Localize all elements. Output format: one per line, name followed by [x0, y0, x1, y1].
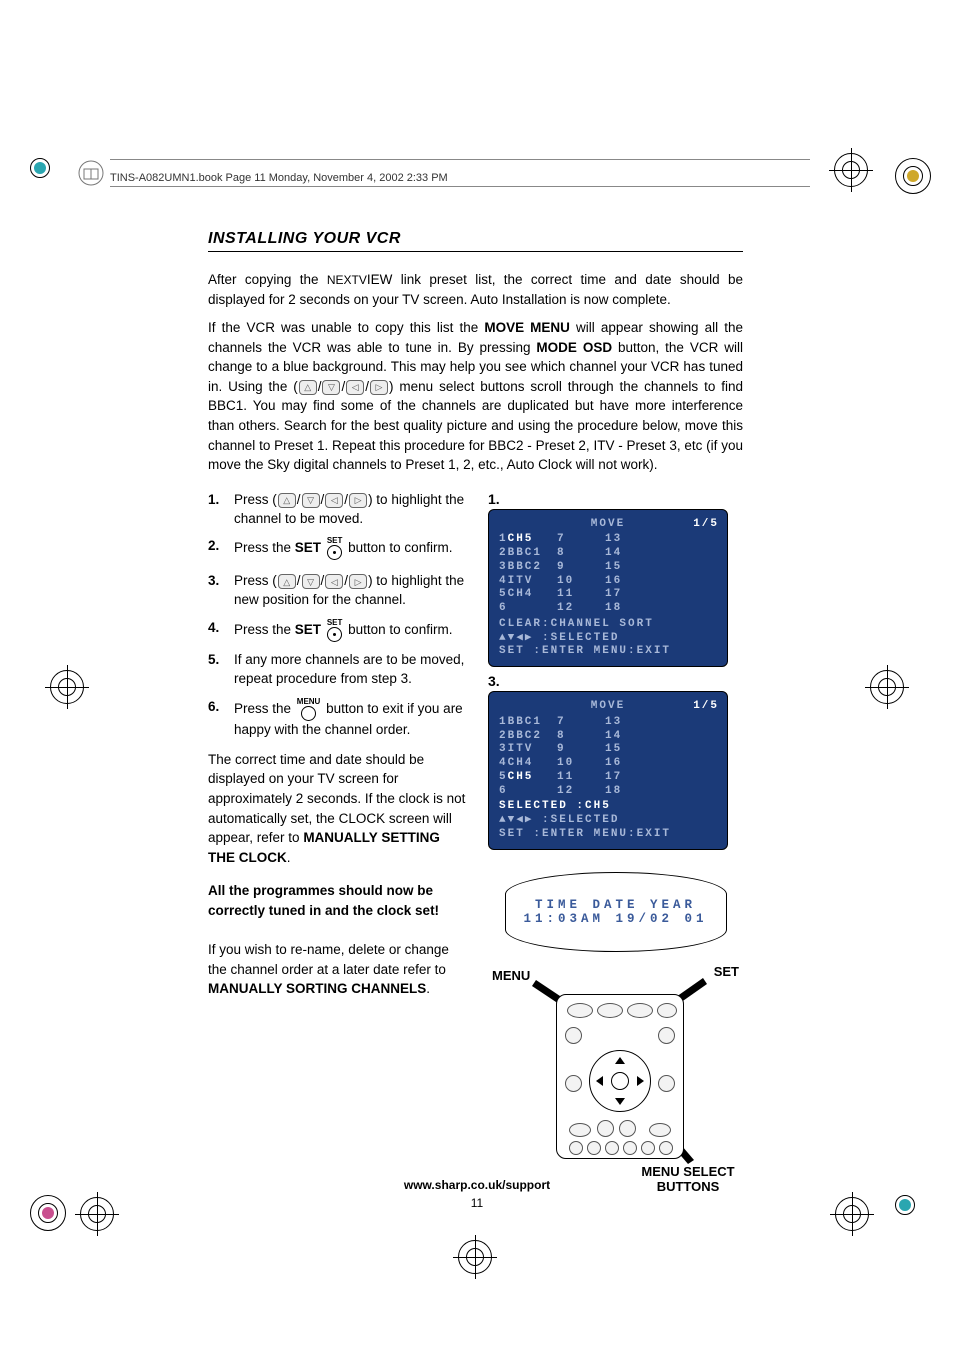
crop-mark	[895, 158, 931, 194]
title-rule	[208, 251, 743, 252]
header-file-info: TINS-A082UMN1.book Page 11 Monday, Novem…	[110, 172, 810, 184]
time-date-box: TIME DATE YEAR 11:03AM 19/02 01	[505, 872, 727, 952]
section-title: INSTALLING YOUR VCR	[208, 230, 743, 248]
crosshair-mark	[834, 153, 868, 187]
footer-url: www.sharp.co.uk/support	[0, 1178, 954, 1192]
intro-para-2: If the VCR was unable to copy this list …	[208, 318, 743, 475]
header-rule	[110, 186, 810, 187]
set-icon: SET	[327, 619, 343, 642]
menu-icon: MENU	[297, 698, 321, 721]
crosshair-mark	[870, 670, 904, 704]
remote-diagram: MENU SET	[488, 964, 743, 1194]
up-icon: △	[299, 380, 317, 395]
intro-para-1: After copying the NEXTVIEW link preset l…	[208, 270, 743, 309]
bold-block: All the programmes should now be correct…	[208, 881, 470, 920]
down-icon: ▽	[322, 380, 340, 395]
crop-mark-inner	[34, 162, 46, 174]
steps-list: 1.Press (△/▽/◁/▷) to highlight the chann…	[208, 491, 470, 740]
osd-screen-1: MOVE 1/5 1CH57132BBC18143BBC29154ITV1016…	[488, 509, 728, 668]
crosshair-mark	[50, 670, 84, 704]
after-steps-para-2: If you wish to re-name, delete or change…	[208, 940, 470, 999]
page-number: 11	[0, 1196, 954, 1210]
osd-label-1: 1.	[488, 491, 743, 507]
book-icon	[78, 160, 104, 186]
dpad-icon	[589, 1050, 651, 1112]
set-icon: SET	[327, 537, 343, 560]
header-rule	[110, 159, 810, 160]
osd-label-3: 3.	[488, 673, 743, 689]
left-icon: ◁	[346, 380, 364, 395]
osd-screen-3: MOVE 1/5 1BBC17132BBC28143ITV9154CH41016…	[488, 691, 728, 850]
after-steps-para: The correct time and date should be disp…	[208, 750, 470, 867]
crosshair-mark	[458, 1240, 492, 1274]
right-icon: ▷	[370, 380, 388, 395]
